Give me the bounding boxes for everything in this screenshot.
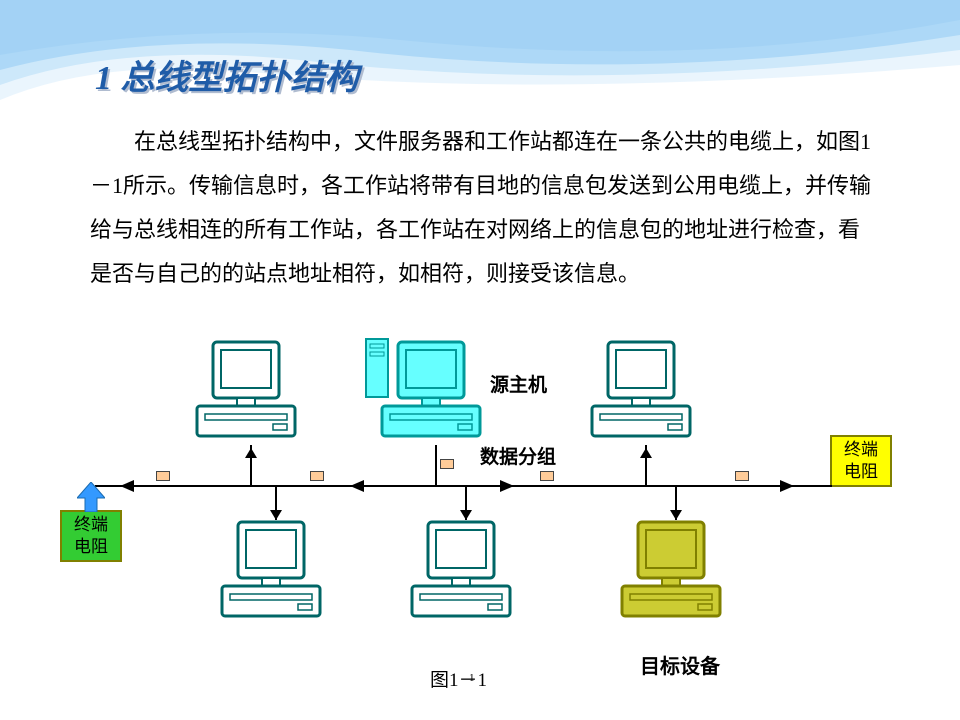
drop-arrow <box>270 510 282 520</box>
workstation <box>620 520 730 625</box>
terminator-label: 电阻 <box>62 536 120 558</box>
bus-arrow-right <box>780 480 794 492</box>
terminator-box: 终端电阻 <box>60 510 122 562</box>
workstation <box>195 340 305 445</box>
bus-arrow-left <box>350 480 364 492</box>
data-packet <box>310 471 324 481</box>
diagram-label: 目标设备 <box>640 650 720 679</box>
workstation <box>590 340 700 445</box>
figure-caption: 图1－1 <box>430 665 487 692</box>
page-number: 1 <box>469 672 475 684</box>
bus-cable <box>95 485 820 487</box>
bus-topology-diagram: 终端电阻终端电阻源主机数据分组目标设备图1－11 <box>0 350 960 710</box>
terminator-label: 电阻 <box>832 461 890 483</box>
workstation <box>220 520 330 625</box>
data-packet <box>156 471 170 481</box>
data-packet <box>735 471 749 481</box>
terminator-box: 终端电阻 <box>830 435 892 487</box>
diagram-label: 源主机 <box>490 370 547 397</box>
drop-arrow <box>640 448 652 458</box>
drop-cable <box>435 445 437 485</box>
data-packet <box>540 471 554 481</box>
workstation <box>380 340 490 445</box>
terminator-connector <box>820 485 832 487</box>
diagram-label: 数据分组 <box>480 442 556 469</box>
workstation <box>410 520 520 625</box>
title-text: 1 总线型拓扑结构 <box>95 60 359 97</box>
drop-arrow <box>245 448 257 458</box>
bus-arrow-left <box>120 480 134 492</box>
page-title: 1 总线型拓扑结构 <box>95 50 359 99</box>
server-tower <box>365 338 389 403</box>
data-packet <box>440 459 454 469</box>
terminator-arrow <box>77 482 105 517</box>
bus-arrow-right <box>500 480 514 492</box>
drop-arrow <box>460 510 472 520</box>
drop-arrow <box>670 510 682 520</box>
terminator-label: 终端 <box>832 439 890 461</box>
body-paragraph: 在总线型拓扑结构中，文件服务器和工作站都连在一条公共的电缆上，如图1－1所示。传… <box>90 120 880 296</box>
terminator-label: 终端 <box>62 514 120 536</box>
